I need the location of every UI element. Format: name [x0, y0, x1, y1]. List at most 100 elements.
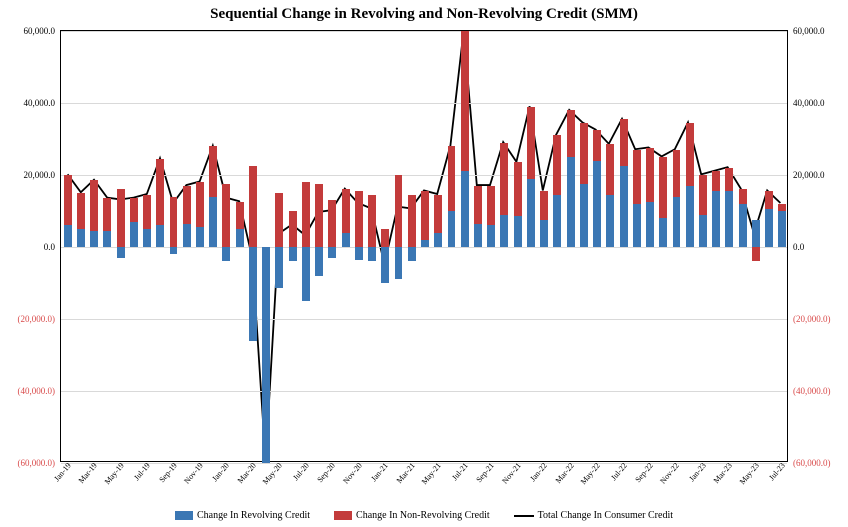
bar-nonrevolving [421, 191, 429, 240]
gridline [61, 103, 787, 104]
x-tick: May-19 [102, 461, 125, 486]
bar-nonrevolving [183, 186, 191, 224]
bar-revolving [289, 247, 297, 261]
x-tick: Jul-22 [609, 461, 629, 482]
y-tick-right: (40,000.0) [787, 386, 831, 396]
bar-nonrevolving [540, 191, 548, 220]
bar-nonrevolving [408, 195, 416, 247]
bar-nonrevolving [778, 204, 786, 211]
bar-nonrevolving [77, 193, 85, 229]
bar-nonrevolving [686, 123, 694, 186]
bar-revolving [130, 222, 138, 247]
x-tick: Jan-20 [211, 461, 232, 483]
x-tick: May-20 [261, 461, 284, 486]
gridline [61, 319, 787, 320]
x-tick: Jul-21 [450, 461, 470, 482]
x-tick: Nov-22 [659, 461, 682, 486]
bar-nonrevolving [209, 146, 217, 196]
bar-revolving [196, 227, 204, 247]
x-tick: Jan-21 [370, 461, 391, 483]
gridline [61, 31, 787, 32]
x-tick: May-23 [738, 461, 761, 486]
bar-nonrevolving [117, 189, 125, 247]
bar-revolving [381, 247, 389, 283]
bar-revolving [580, 184, 588, 247]
plot-area: 60,000.060,000.040,000.040,000.020,000.0… [60, 30, 788, 462]
bar-nonrevolving [342, 189, 350, 232]
x-tick: Mar-19 [77, 461, 99, 485]
y-tick-left: 20,000.0 [24, 170, 62, 180]
y-tick-left: 40,000.0 [24, 98, 62, 108]
bar-revolving [712, 191, 720, 247]
bar-revolving [474, 224, 482, 247]
bar-nonrevolving [739, 189, 747, 203]
y-tick-right: 60,000.0 [787, 26, 825, 36]
bar-revolving [514, 216, 522, 247]
bar-revolving [156, 225, 164, 247]
bar-nonrevolving [487, 186, 495, 226]
bar-revolving [725, 191, 733, 247]
legend: Change In Revolving CreditChange In Non-… [0, 510, 848, 521]
bar-revolving [686, 186, 694, 247]
bar-revolving [752, 220, 760, 247]
x-tick: Mar-21 [394, 461, 416, 485]
x-tick: Jul-19 [132, 461, 152, 482]
x-tick: Jul-23 [768, 461, 788, 482]
bar-nonrevolving [659, 157, 667, 218]
bar-revolving [302, 247, 310, 301]
bar-revolving [699, 215, 707, 247]
y-tick-left: (20,000.0) [18, 314, 62, 324]
bar-revolving [90, 231, 98, 247]
legend-swatch [334, 511, 352, 520]
bar-revolving [64, 225, 72, 247]
bar-revolving [103, 231, 111, 247]
y-tick-right: (20,000.0) [787, 314, 831, 324]
bar-revolving [395, 247, 403, 279]
bar-nonrevolving [434, 195, 442, 233]
bar-nonrevolving [633, 150, 641, 204]
bar-nonrevolving [553, 135, 561, 194]
bar-nonrevolving [699, 175, 707, 215]
bar-nonrevolving [712, 171, 720, 191]
bar-revolving [487, 225, 495, 247]
bar-nonrevolving [275, 193, 283, 247]
chart-title: Sequential Change in Revolving and Non-R… [0, 6, 848, 23]
bar-revolving [553, 195, 561, 247]
bar-revolving [593, 161, 601, 247]
x-tick: Sep-21 [475, 461, 496, 484]
y-tick-right: 20,000.0 [787, 170, 825, 180]
legend-swatch [175, 511, 193, 520]
legend-label: Change In Revolving Credit [197, 510, 310, 521]
bar-nonrevolving [381, 229, 389, 247]
bar-nonrevolving [90, 180, 98, 230]
bar-revolving [606, 195, 614, 247]
bar-revolving [77, 229, 85, 247]
bar-nonrevolving [64, 175, 72, 225]
bar-nonrevolving [170, 197, 178, 247]
x-tick: May-22 [579, 461, 602, 486]
bar-revolving [368, 247, 376, 261]
bar-revolving [461, 171, 469, 247]
bar-revolving [355, 247, 363, 260]
bar-revolving [342, 233, 350, 247]
bar-revolving [540, 220, 548, 247]
bar-nonrevolving [461, 31, 469, 171]
bar-revolving [236, 229, 244, 247]
x-tick: Sep-20 [316, 461, 337, 484]
legend-item: Total Change In Consumer Credit [514, 510, 673, 521]
bar-revolving [249, 247, 257, 341]
bar-nonrevolving [514, 162, 522, 216]
bar-revolving [673, 197, 681, 247]
bar-nonrevolving [249, 166, 257, 247]
y-tick-right: (60,000.0) [787, 458, 831, 468]
bar-nonrevolving [580, 123, 588, 184]
bar-revolving [315, 247, 323, 276]
bar-revolving [434, 233, 442, 247]
x-tick: Nov-19 [182, 461, 205, 486]
bar-nonrevolving [355, 191, 363, 247]
bar-nonrevolving [236, 202, 244, 229]
bar-revolving [620, 166, 628, 247]
bar-revolving [567, 157, 575, 247]
bar-nonrevolving [196, 182, 204, 227]
x-tick: Nov-20 [341, 461, 364, 486]
